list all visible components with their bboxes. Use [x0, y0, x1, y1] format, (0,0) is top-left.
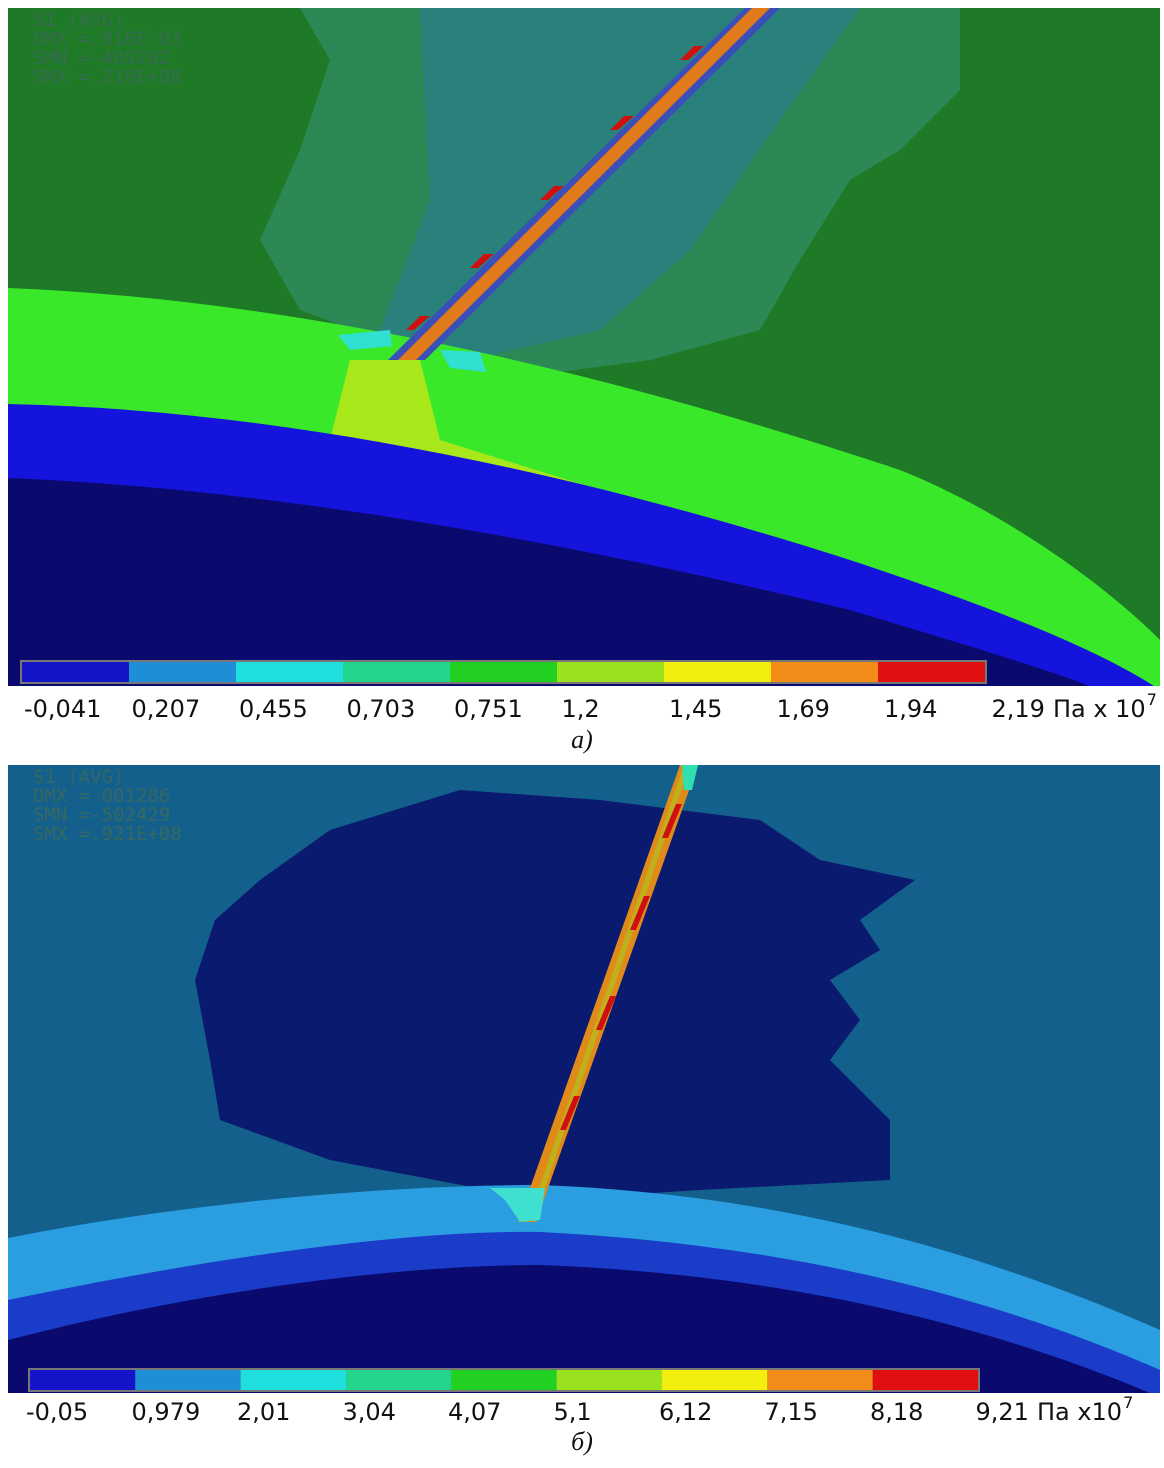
legend-label: 6,12 — [659, 1398, 712, 1426]
legend-label: 0,751 — [454, 695, 523, 723]
legend-swatch — [451, 1370, 556, 1390]
legend-swatch — [22, 662, 129, 682]
legend-swatch — [129, 662, 236, 682]
legend-label: 0,979 — [132, 1398, 201, 1426]
legend-swatch — [771, 662, 878, 682]
legend-swatch — [878, 662, 985, 682]
legend-label: 0,703 — [347, 695, 416, 723]
legend-swatch — [767, 1370, 872, 1390]
contour-plot-a — [8, 8, 1160, 690]
legend-unit: Па x 10 — [1053, 695, 1146, 723]
legend-label: 1,69 — [777, 695, 830, 723]
page: {"panels": [ {"info": ["S1 (AVG)", "DMX … — [0, 0, 1164, 1468]
legend-label: 2,19 — [992, 695, 1045, 723]
legend-label: -0,05 — [26, 1398, 88, 1426]
legend-swatch — [343, 662, 450, 682]
legend-label: 1,2 — [562, 695, 600, 723]
legend-label: 5,1 — [554, 1398, 592, 1426]
legend-label: 4,07 — [448, 1398, 501, 1426]
legend-swatch — [30, 1370, 135, 1390]
legend-swatch — [662, 1370, 767, 1390]
legend-unit: Па x10 — [1037, 1398, 1122, 1426]
legend-label: 0,455 — [239, 695, 308, 723]
legend-swatch — [346, 1370, 451, 1390]
legend-exponent: 7 — [1123, 1393, 1133, 1412]
contour-plot-b — [8, 765, 1160, 1393]
legend-swatch — [236, 662, 343, 682]
legend-label: 0,207 — [132, 695, 201, 723]
caption: б) — [571, 1427, 593, 1456]
legend-label: 1,45 — [669, 695, 722, 723]
plot-info: SMX =.219E+08 — [33, 66, 182, 88]
legend-swatch — [557, 662, 664, 682]
figure: S1 (AVG)DMX =.910E-03SMN =-409292SMX =.2… — [0, 0, 1164, 1468]
legend-label: 2,01 — [237, 1398, 290, 1426]
legend-exponent: 7 — [1147, 690, 1157, 709]
legend-swatch — [557, 1370, 662, 1390]
legend-label: 7,15 — [765, 1398, 818, 1426]
plot-info: SMX =.921E+08 — [33, 823, 182, 845]
legend-label: 9,21 — [976, 1398, 1029, 1426]
legend-label: 1,94 — [884, 695, 937, 723]
legend-label: 8,18 — [870, 1398, 923, 1426]
legend-swatch — [664, 662, 771, 682]
caption: а) — [571, 725, 593, 754]
legend-swatch — [450, 662, 557, 682]
legend-label: -0,041 — [24, 695, 101, 723]
legend-swatch — [135, 1370, 240, 1390]
legend-swatch — [873, 1370, 978, 1390]
legend-label: 3,04 — [343, 1398, 396, 1426]
legend-swatch — [241, 1370, 346, 1390]
